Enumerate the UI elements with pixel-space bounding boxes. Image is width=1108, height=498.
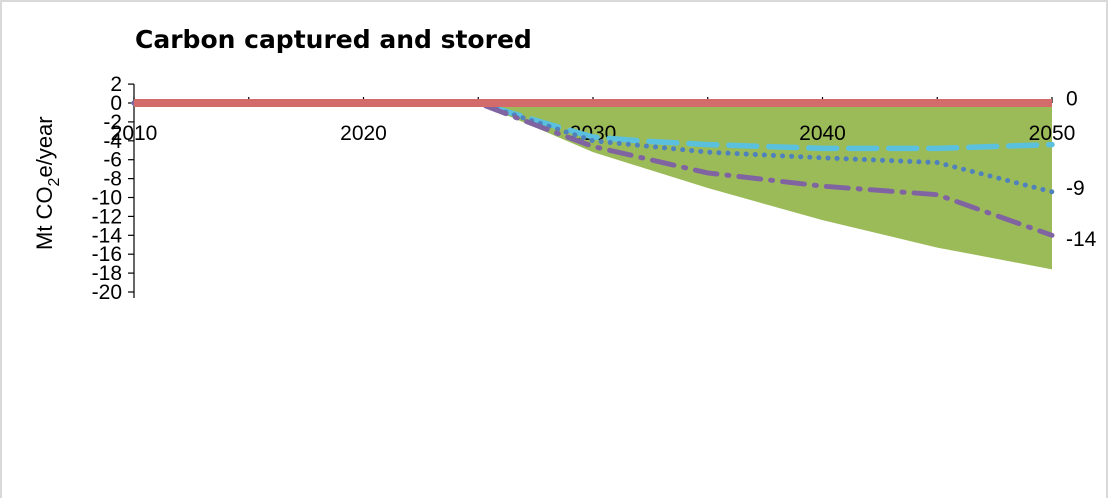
end-value-label: -9	[1066, 177, 1085, 200]
y-tick-label: -20	[92, 281, 122, 304]
y-axis-label-subscript: 2	[46, 177, 63, 186]
y-tick-label: -4	[103, 130, 122, 153]
y-tick-label: 2	[110, 73, 122, 96]
y-tick-label: -14	[92, 224, 123, 247]
y-tick-label: 0	[110, 92, 122, 115]
y-tick-label: -8	[103, 168, 122, 191]
y-tick-label: -2	[103, 111, 122, 134]
y-tick-label: -10	[92, 187, 122, 210]
x-tick-label: 2010	[111, 122, 158, 145]
series-line-dashdot	[131, 100, 1055, 238]
y-tick-label: -6	[103, 149, 122, 172]
x-tick-label: 2040	[799, 122, 846, 145]
range-area	[134, 103, 1052, 270]
end-value-label: 0	[1066, 87, 1078, 110]
y-axis-label-main: Mt CO	[32, 186, 57, 250]
y-tick-label: -18	[92, 262, 122, 285]
x-tick-label: 2030	[570, 122, 617, 145]
series-line-dashed	[131, 100, 1055, 152]
y-axis-label: Mt CO2e/year	[32, 116, 63, 250]
y-tick-label: -16	[92, 243, 122, 266]
y-tick-label: -12	[92, 205, 122, 228]
chart-title: Carbon captured and stored	[135, 25, 532, 54]
x-tick-label: 2020	[340, 122, 387, 145]
end-value-label: -14	[1066, 228, 1097, 251]
x-tick-label: 2050	[1029, 122, 1076, 145]
y-axis-label-tail: e/year	[32, 116, 57, 177]
